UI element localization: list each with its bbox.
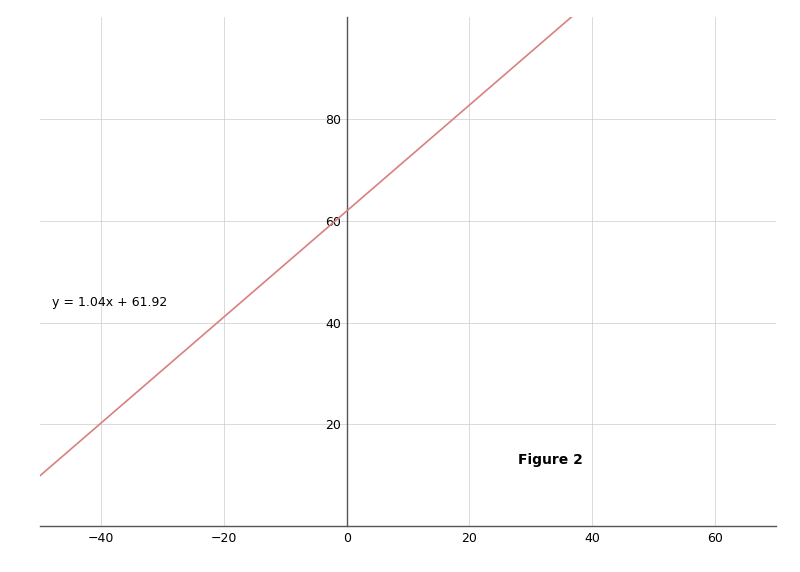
Text: Figure 2: Figure 2 [518,453,583,467]
Text: y = 1.04x + 61.92: y = 1.04x + 61.92 [52,296,167,309]
